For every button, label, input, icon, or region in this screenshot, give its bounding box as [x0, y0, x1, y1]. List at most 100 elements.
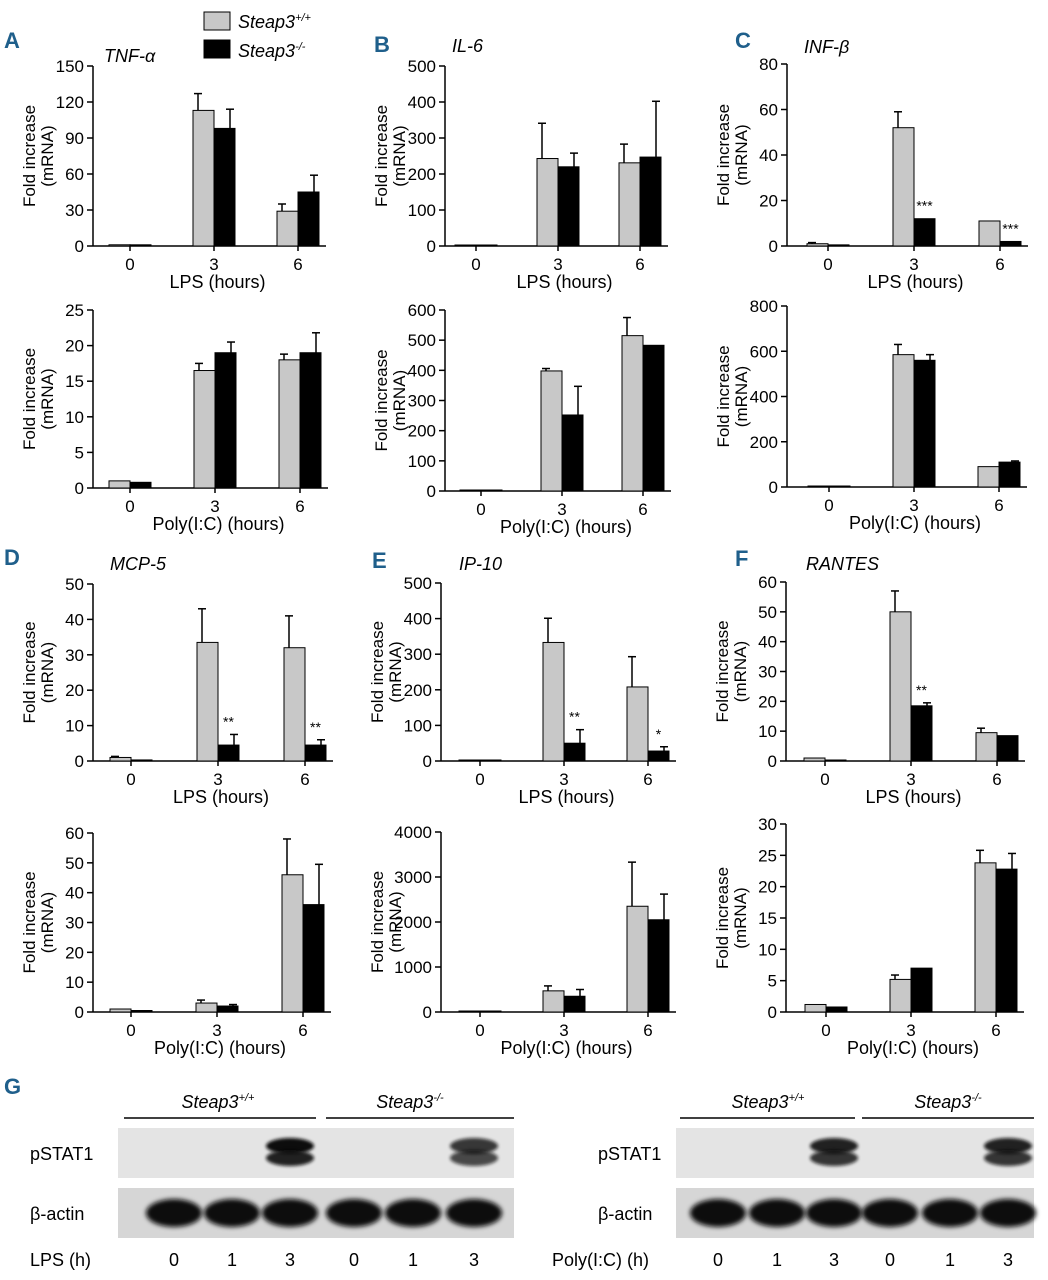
bar-wt: [803, 757, 826, 762]
lane-label: 0: [713, 1250, 723, 1270]
bar-ko: [557, 166, 580, 247]
y-tick-label: 300: [408, 392, 436, 411]
legend-swatch-ko: [203, 39, 231, 59]
y-tick-label: 80: [759, 55, 778, 74]
lane-label: 0: [349, 1250, 359, 1270]
lane-label: 1: [772, 1250, 782, 1270]
bar-wt: [109, 1008, 132, 1013]
bar-ko: [475, 244, 498, 247]
lane-label: 3: [285, 1250, 295, 1270]
y-tick-label: 0: [769, 478, 778, 497]
bar-wt: [193, 370, 216, 489]
y-tick-label: 200: [408, 422, 436, 441]
significance-marker: ***: [916, 198, 933, 214]
genotype-label-wt: Steap3+/+: [732, 1092, 806, 1112]
x-tick-label: 6: [295, 497, 304, 516]
blot-strip: [118, 1128, 514, 1178]
blot-row-label: β-actin: [30, 1204, 84, 1224]
blot-band: [810, 1150, 858, 1166]
x-tick-label: 6: [300, 770, 309, 789]
x-tick-label: 6: [638, 500, 647, 519]
bar-wt: [196, 641, 219, 762]
y-tick-label: 20: [65, 681, 84, 700]
treatment-label: LPS (h): [30, 1250, 91, 1270]
panel-letter: G: [4, 1074, 21, 1099]
bar-wt: [458, 1010, 481, 1013]
treatment-label: Poly(I:C) (h): [552, 1250, 649, 1270]
y-tick-label: 40: [65, 884, 84, 903]
lane-label: 0: [885, 1250, 895, 1270]
x-tick-label: 0: [821, 1021, 830, 1040]
blot-band: [980, 1199, 1036, 1227]
y-tick-label: 10: [65, 717, 84, 736]
y-tick-label: 40: [759, 146, 778, 165]
x-tick-label: 0: [475, 770, 484, 789]
y-tick-label: 1000: [394, 958, 432, 977]
y-tick-label: 120: [56, 93, 84, 112]
x-axis-label: Poly(I:C) (hours): [500, 1038, 632, 1058]
bar-wt: [283, 647, 306, 762]
blot-band: [690, 1199, 746, 1227]
bar-wt: [281, 874, 304, 1013]
x-axis-label: Poly(I:C) (hours): [152, 514, 284, 534]
y-tick-label: 20: [65, 943, 84, 962]
y-axis-label: Fold increase(mRNA): [714, 345, 751, 447]
bar-ko: [299, 352, 322, 489]
bar-ko: [480, 489, 503, 492]
western-blot-1: Steap3+/+ Steap3-/- pSTAT1 β-actin LPS (h) 0 1…: [30, 1092, 514, 1270]
y-tick-label: 50: [65, 854, 84, 873]
y-axis-label: Fold increase(mRNA): [368, 871, 405, 973]
bar-wt: [806, 243, 829, 247]
y-tick-label: 100: [408, 452, 436, 471]
bar-ko: [824, 759, 847, 762]
bar-ko: [996, 735, 1019, 762]
y-tick-label: 500: [408, 57, 436, 76]
blot-band: [984, 1138, 1032, 1154]
x-tick-label: 3: [906, 770, 915, 789]
panel-letter: B: [374, 32, 390, 57]
bar-ko: [297, 191, 320, 247]
y-tick-label: 100: [408, 201, 436, 220]
bar-ko: [913, 218, 936, 247]
blot-band: [326, 1199, 382, 1227]
y-tick-label: 10: [65, 973, 84, 992]
bar-wt: [978, 220, 1001, 247]
bar-wt: [889, 978, 912, 1013]
bar-ko: [130, 759, 153, 762]
y-tick-label: 60: [759, 101, 778, 120]
bar-ko: [647, 919, 670, 1013]
bar-wt: [542, 990, 565, 1013]
gene-name: MCP-5: [110, 554, 167, 574]
legend: Steap3+/+ Steap3-/-: [203, 11, 312, 61]
bar-ko: [563, 995, 586, 1013]
y-tick-label: 40: [65, 610, 84, 629]
lane-label: 3: [829, 1250, 839, 1270]
y-tick-label: 0: [427, 482, 436, 501]
chart-b-polyic: 0 100 200 300 400 500 600 Fold increase(mRNA) 0 3…: [372, 301, 671, 537]
x-tick-label: 0: [820, 770, 829, 789]
x-tick-label: 6: [995, 255, 1004, 274]
lane-label: 1: [408, 1250, 418, 1270]
x-tick-label: 0: [476, 500, 485, 519]
bar-ko: [647, 750, 670, 762]
legend-swatch-wt: [203, 11, 231, 31]
panel-letter: A: [4, 28, 20, 53]
gene-name: INF-β: [804, 37, 849, 57]
x-tick-label: 3: [212, 1021, 221, 1040]
bar-wt: [109, 756, 132, 762]
bar-wt: [276, 210, 299, 247]
bar-wt: [975, 732, 998, 762]
y-tick-label: 0: [768, 1003, 777, 1022]
bar-wt: [626, 686, 649, 762]
bar-ko: [213, 127, 236, 247]
blot-band: [450, 1138, 498, 1154]
y-tick-label: 100: [404, 716, 432, 735]
bar-wt: [454, 244, 477, 247]
blot-band: [204, 1199, 260, 1227]
y-tick-label: 50: [65, 575, 84, 594]
bar-ko: [479, 759, 502, 762]
blot-band: [749, 1199, 805, 1227]
y-tick-label: 50: [758, 603, 777, 622]
y-tick-label: 10: [758, 940, 777, 959]
y-tick-label: 200: [404, 681, 432, 700]
